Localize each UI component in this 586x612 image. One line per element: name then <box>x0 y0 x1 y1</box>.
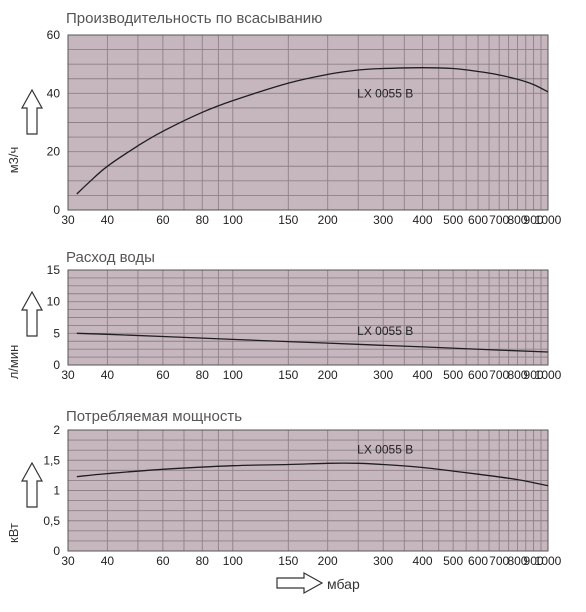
x-tick-label: 1000 <box>535 213 562 227</box>
y-tick-label: 2 <box>53 423 60 437</box>
x-tick-label: 200 <box>318 554 338 568</box>
x-tick-label: 150 <box>278 554 298 568</box>
x-tick-label: 700 <box>489 213 509 227</box>
x-tick-label: 900 <box>524 368 544 382</box>
x-tick-label: 60 <box>156 213 170 227</box>
x-tick-label: 80 <box>196 213 210 227</box>
chart-panel-2: 0 5 10 15 30 40 60 80 100 150 200 300 400 500 600 70080… <box>6 249 562 382</box>
y-tick-label: 0,5 <box>43 514 60 528</box>
x-tick-label: 400 <box>413 554 433 568</box>
x-tick-label: 500 <box>443 368 463 382</box>
series-line <box>76 67 549 195</box>
x-tick-label: 1000 <box>535 368 562 382</box>
up-arrow-icon <box>20 88 44 135</box>
x-axis-unit: мбар <box>276 571 360 595</box>
series-label: LX 0055 B <box>357 86 413 100</box>
series-line <box>76 462 549 487</box>
x-tick-label: 30 <box>61 368 75 382</box>
y-tick-label: 60 <box>47 28 61 42</box>
x-tick-label: 100 <box>223 368 243 382</box>
x-tick-label: 30 <box>61 554 75 568</box>
y-tick-label: 1 <box>53 484 60 498</box>
y-tick-label: 0 <box>53 544 60 558</box>
x-tick-label: 700 <box>489 554 509 568</box>
y-tick-label: 40 <box>47 86 61 100</box>
plot-frame <box>67 429 549 552</box>
x-tick-label: 150 <box>278 213 298 227</box>
x-tick-label: 200 <box>318 368 338 382</box>
y-tick-label: 5 <box>53 326 60 340</box>
x-tick-label: 40 <box>101 368 115 382</box>
series-line <box>76 332 549 353</box>
chart-panel-3: 0 0,5 1 1,5 2 30 40 60 80 100 150 200 300 400 500 600 70… <box>6 408 562 568</box>
y-axis-label: кВт <box>6 523 21 543</box>
x-tick-label: 150 <box>278 368 298 382</box>
x-tick-label: 80 <box>196 368 210 382</box>
y-axis-label: л/мин <box>6 345 21 380</box>
plot-frame <box>67 34 549 211</box>
x-tick-label: 300 <box>373 554 393 568</box>
x-unit-label: мбар <box>327 576 360 592</box>
up-arrow-icon <box>20 461 44 508</box>
x-tick-label: 600 <box>468 368 488 382</box>
x-tick-label: 30 <box>61 213 75 227</box>
x-tick-label: 800 <box>507 213 527 227</box>
x-tick-label: 100 <box>223 554 243 568</box>
x-tick-label: 600 <box>468 213 488 227</box>
y-tick-label: 20 <box>47 145 61 159</box>
chart-title: Производительность по всасыванию <box>66 10 322 27</box>
y-tick-label: 0 <box>53 358 60 372</box>
x-tick-label: 500 <box>443 213 463 227</box>
series-label: LX 0055 B <box>357 324 413 338</box>
x-tick-label: 300 <box>373 368 393 382</box>
x-tick-label: 100 <box>223 213 243 227</box>
up-arrow-icon <box>20 290 44 337</box>
chart-title: Потребляемая мощность <box>66 408 242 425</box>
x-tick-label: 900 <box>524 213 544 227</box>
x-tick-label: 1000 <box>535 554 562 568</box>
y-tick-label: 10 <box>47 295 61 309</box>
x-tick-label: 60 <box>156 554 170 568</box>
x-tick-label: 700 <box>489 368 509 382</box>
right-arrow-icon <box>276 571 324 595</box>
y-tick-label: 0 <box>53 203 60 217</box>
x-tick-label: 800 <box>507 368 527 382</box>
x-tick-label: 800 <box>507 554 527 568</box>
x-tick-label: 40 <box>101 554 115 568</box>
x-tick-label: 900 <box>524 554 544 568</box>
y-axis-label: м3/ч <box>6 147 21 174</box>
x-tick-label: 600 <box>468 554 488 568</box>
chart-panel-1: 0 20 40 60 30 40 60 80 100 150 200 300 400 500 600 7008… <box>6 10 562 227</box>
x-tick-label: 400 <box>413 368 433 382</box>
x-tick-label: 400 <box>413 213 433 227</box>
series-label: LX 0055 B <box>357 442 413 456</box>
x-tick-label: 200 <box>318 213 338 227</box>
chart-title: Расход воды <box>66 249 155 266</box>
x-tick-label: 300 <box>373 213 393 227</box>
plot-frame <box>67 269 549 366</box>
x-tick-label: 40 <box>101 213 115 227</box>
y-tick-label: 15 <box>47 263 61 277</box>
x-tick-label: 60 <box>156 368 170 382</box>
x-tick-label: 500 <box>443 554 463 568</box>
x-tick-label: 80 <box>196 554 210 568</box>
y-tick-label: 1,5 <box>43 453 60 467</box>
